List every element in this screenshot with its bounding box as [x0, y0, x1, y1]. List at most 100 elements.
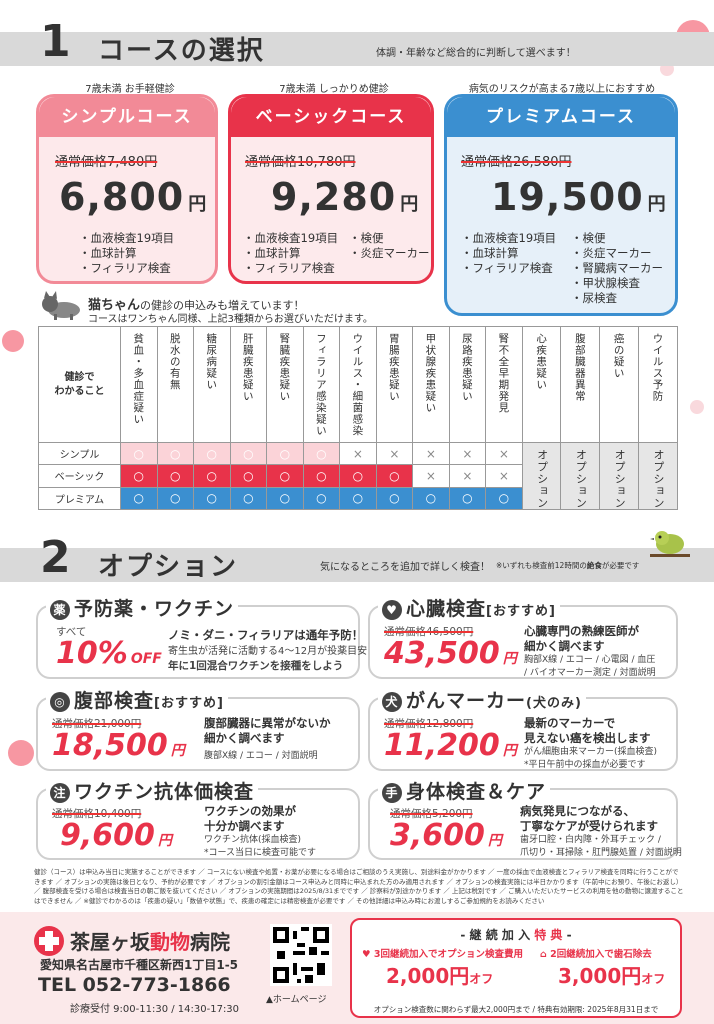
matrix-col-header: 胃腸疾患疑い — [375, 326, 414, 443]
section2-band — [0, 548, 714, 582]
option-title: 心臓検査 — [406, 598, 487, 620]
section2-title: オプション — [98, 552, 239, 582]
matrix-cell: ○ — [193, 441, 231, 466]
section2-note-pre: ※いずれも検査前12時間の — [496, 561, 587, 570]
perk-b-line: 2回継続加入で歯石除去 — [550, 949, 652, 960]
cat-sub: コースはワンちゃん同様、上記3種類からお選びいただけます。 — [88, 314, 373, 325]
perk-foot: オプション検査数に関わらず最大2,000円まで / 特典有効期限: 2025年8… — [373, 1005, 659, 1014]
course-regular-price: 通常価格26,580円 — [461, 155, 572, 170]
matrix-cell: ○ — [156, 464, 195, 488]
matrix-col-header: フィラリア感染疑い — [302, 326, 341, 443]
course-name: プレミアムコース — [447, 97, 675, 137]
option-yen: 円 — [502, 651, 517, 667]
course-item: ・フィラリア検査 — [79, 261, 171, 275]
option-desc: 最新のマーカーで — [524, 716, 616, 730]
tel-number[interactable]: 052-773-1866 — [82, 974, 231, 996]
course-items: ・血液検査19項目 ・血球計算 ・フィラリア検査 — [461, 231, 556, 276]
matrix-col-header: 尿路疾患疑い — [448, 326, 487, 443]
hand-icon: 手 — [382, 782, 402, 803]
course-items-extra: ・検便 ・炎症マーカー ・腎臓病マーカー ・甲状腺検査 ・尿検査 — [571, 231, 663, 306]
matrix-row-label: シンプル — [38, 441, 121, 466]
option-price: 18,500 — [52, 728, 168, 763]
matrix-cell: ○ — [339, 486, 377, 511]
perk-title-post: - — [562, 928, 572, 942]
course-price: 19,500 — [491, 175, 644, 219]
fine-print: 健診（コース）は申込み当日に実施することができます ／ コースにない検査や処置・… — [34, 868, 684, 905]
course-item: ・検便 — [571, 231, 606, 245]
course-item: ・血球計算 — [79, 246, 137, 260]
course-items: ・血液検査19項目 ・血球計算 ・フィラリア検査 — [243, 231, 338, 276]
heart-icon: ♥ — [362, 949, 374, 960]
matrix-col-header: 腎臓疾患疑い — [266, 326, 304, 443]
course-tagline: 7歳未満 お手軽健診 — [85, 84, 175, 95]
matrix-col-header: 肝臓疾患疑い — [229, 326, 268, 443]
option-title: 腹部検査 — [74, 690, 155, 712]
matrix-col-header: 腹部臓器異常 — [560, 326, 601, 443]
hospital-address: 愛知県名古屋市千種区新西1丁目1-5 — [40, 958, 239, 972]
course-item: ・血球計算 — [461, 246, 519, 260]
course-item: ・炎症マーカー — [571, 246, 652, 260]
matrix-cell: ○ — [193, 486, 231, 511]
course-item: ・フィラリア検査 — [461, 261, 553, 275]
course-item: ・血液検査19項目 — [461, 231, 557, 245]
matrix-cell: ○ — [156, 441, 195, 466]
matrix-row: シンプル ○ ○ ○ ○ ○ ○ × × × × × オプション オプション オプション オプション — [38, 441, 678, 510]
course-card-simple[interactable]: シンプルコース 通常価格7,480円 6,800 円 ・血液検査19項目 ・血球計… — [36, 94, 218, 284]
matrix-col-header: 貧血・多血症疑い — [120, 326, 158, 443]
cat-title-rest: の健診の申込みも増えています！ — [140, 299, 305, 312]
course-items: ・血液検査19項目 ・血球計算 ・フィラリア検査 — [79, 231, 174, 276]
bird-icon — [650, 526, 690, 558]
matrix-cell: ○ — [266, 441, 304, 466]
matrix-cell: ○ — [485, 486, 523, 511]
matrix-cell: ○ — [120, 486, 158, 511]
option-desc: 細かく調べます — [524, 639, 605, 653]
perk-a-suffix: オフ — [469, 972, 494, 986]
option-yen: 円 — [487, 833, 502, 849]
course-item: ・フィラリア検査 — [243, 261, 335, 275]
perk-b-suffix: オフ — [641, 972, 666, 986]
option-detail: 腹部X線 / エコー / 対面説明 — [204, 751, 318, 761]
perk-title-pre: - 継 続 加 入 — [460, 928, 535, 942]
matrix-row: プレミアム ○ ○ ○ ○ ○ ○ ○ ○ ○ ○ ○ — [38, 486, 678, 511]
matrix-cell: × — [485, 464, 523, 488]
matrix-cell: ○ — [193, 464, 231, 488]
matrix-cell: × — [412, 441, 450, 466]
hospital-name-c: 病院 — [190, 930, 230, 954]
option-price: 11,200 — [384, 728, 500, 763]
matrix-row-label: ベーシック — [38, 464, 121, 488]
course-item: ・腎臓病マーカー — [571, 261, 663, 275]
course-tagline: 7歳未満 しっかりめ健診 — [279, 84, 389, 95]
option-price: 43,500 — [384, 636, 500, 671]
option-yen: 円 — [170, 743, 185, 759]
option-detail: がん細胞由来マーカー(採血検査) — [524, 747, 658, 757]
option-title: 身体検査＆ケア — [406, 781, 547, 803]
pill-icon: 薬 — [50, 599, 70, 620]
option-regular: 通常価格12,800円 — [384, 718, 474, 730]
option-desc: 丁寧なケアが受けられます — [520, 819, 658, 833]
option-tag: [おすすめ] — [486, 604, 556, 619]
matrix-option-cell: オプション — [521, 442, 562, 510]
section2-number: 2 — [40, 532, 71, 583]
option-detail: 胸部X線 / エコー / 心電図 / 血圧 — [524, 655, 656, 665]
hospital-logo-icon — [34, 926, 64, 956]
course-card-premium[interactable]: プレミアムコース 通常価格26,580円 19,500 円 ・血液検査19項目 ・… — [444, 94, 678, 316]
matrix-cell: ○ — [302, 486, 341, 511]
course-item: ・血液検査19項目 — [243, 231, 339, 245]
tel-label: TEL — [38, 974, 77, 996]
option-tag: [おすすめ] — [154, 696, 224, 711]
option-detail: ワクチン抗体(採血検査) — [204, 835, 302, 845]
hospital-name-a: 茶屋ヶ坂 — [70, 930, 150, 954]
perk-b-price: 3,000円 — [558, 964, 642, 988]
cat-title: 猫ちゃん — [88, 298, 141, 313]
course-card-basic[interactable]: ベーシックコース 通常価格10,780円 9,280 円 ・血液検査19項目 ・血… — [228, 94, 434, 284]
coverage-matrix: 健診で わかること 貧血・多血症疑い 脱水の有無 糖尿病疑い 肝臓疾患疑い 腎臓疾患疑い… — [38, 326, 678, 511]
qr-code[interactable] — [270, 924, 332, 986]
option-detail: 歯牙口腔・白内障・外耳チェック / — [520, 835, 661, 845]
matrix-row: ベーシック ○ ○ ○ ○ ○ ○ ○ ○ × × × — [38, 464, 678, 488]
matrix-cell: × — [448, 464, 487, 488]
matrix-cell: × — [485, 441, 523, 466]
option-detail: / バイオマーカー測定 / 対面説明 — [524, 668, 656, 678]
option-title: 予防薬・ワクチン — [74, 598, 235, 620]
option-price: 10% — [56, 636, 128, 671]
matrix-option-cell: オプション — [638, 442, 678, 510]
